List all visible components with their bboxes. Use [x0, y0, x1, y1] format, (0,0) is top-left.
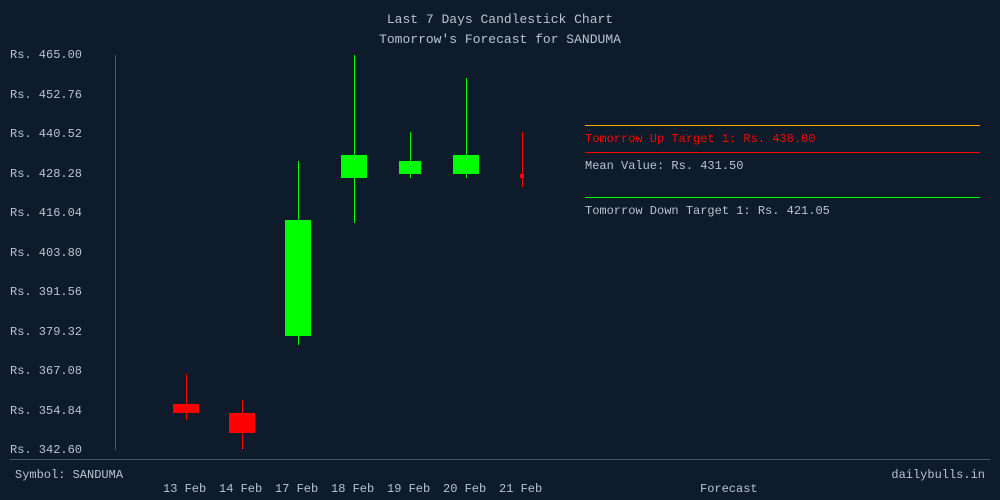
y-tick-label: Rs. 367.08: [10, 364, 82, 378]
chart-plot-area: [115, 55, 580, 450]
candle-body: [229, 413, 255, 432]
y-tick-label: Rs. 440.52: [10, 127, 82, 141]
x-tick-label: 13 Feb: [163, 482, 206, 496]
forecast-line: Mean Value: Rs. 431.50: [585, 152, 980, 179]
chart-title: Last 7 Days Candlestick Chart Tomorrow's…: [0, 10, 1000, 49]
x-tick-label: 21 Feb: [499, 482, 542, 496]
candle-wick: [522, 132, 523, 187]
forecast-line: Tomorrow Up Target 1: Rs. 438.00: [585, 125, 980, 152]
candle-body: [399, 161, 421, 174]
forecast-line: [585, 179, 980, 197]
candle-body: [520, 174, 524, 177]
candle-wick: [354, 55, 355, 223]
y-tick-label: Rs. 465.00: [10, 48, 82, 62]
x-tick-label: 14 Feb: [219, 482, 262, 496]
forecast-panel: Tomorrow Up Target 1: Rs. 438.00Mean Val…: [585, 125, 980, 224]
x-tick-label: 18 Feb: [331, 482, 374, 496]
y-tick-label: Rs. 354.84: [10, 404, 82, 418]
y-tick-label: Rs. 391.56: [10, 285, 82, 299]
x-tick-label: 19 Feb: [387, 482, 430, 496]
candle-body: [173, 404, 199, 414]
footer-divider: [10, 459, 990, 460]
x-tick-label: 20 Feb: [443, 482, 486, 496]
y-tick-label: Rs. 403.80: [10, 246, 82, 260]
symbol-label: Symbol: SANDUMA: [15, 468, 123, 482]
x-tick-label: 17 Feb: [275, 482, 318, 496]
y-tick-label: Rs. 342.60: [10, 443, 82, 457]
y-tick-label: Rs. 452.76: [10, 88, 82, 102]
watermark: dailybulls.in: [891, 468, 985, 482]
y-tick-label: Rs. 428.28: [10, 167, 82, 181]
candle-body: [341, 155, 367, 178]
y-tick-label: Rs. 416.04: [10, 206, 82, 220]
x-forecast-label: Forecast: [700, 482, 758, 496]
forecast-line: Tomorrow Down Target 1: Rs. 421.05: [585, 197, 980, 224]
title-line-2: Tomorrow's Forecast for SANDUMA: [0, 30, 1000, 50]
candle-body: [285, 220, 311, 336]
title-line-1: Last 7 Days Candlestick Chart: [0, 10, 1000, 30]
y-tick-label: Rs. 379.32: [10, 325, 82, 339]
candle-body: [453, 155, 479, 174]
